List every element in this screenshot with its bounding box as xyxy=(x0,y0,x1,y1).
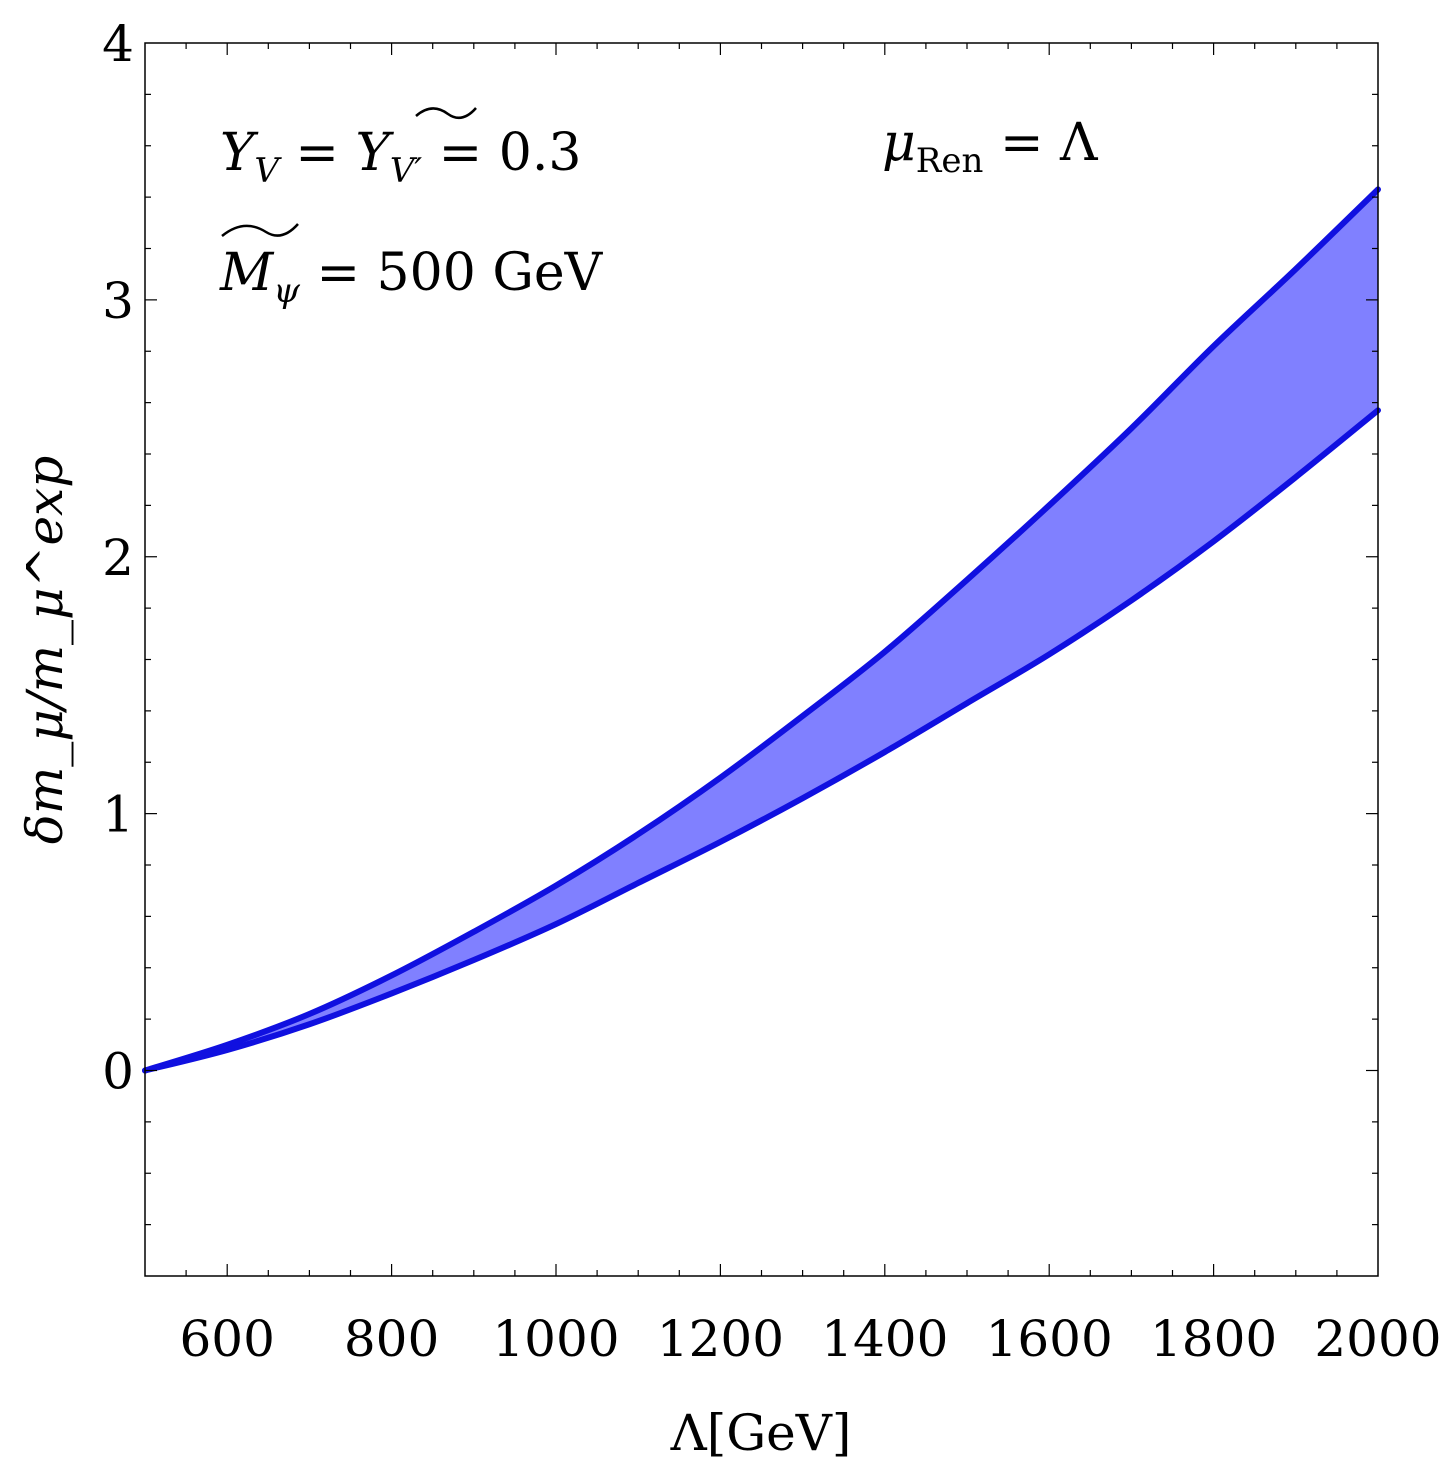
annotation-mass-sym: M xyxy=(219,243,275,303)
x-tick-label: 800 xyxy=(344,1310,439,1368)
band-layer xyxy=(142,186,1381,1074)
y-axis-title: δm_μ/m_μ^exp xyxy=(16,456,74,844)
x-tick-label: 1000 xyxy=(492,1310,619,1368)
x-tick-label: 1200 xyxy=(657,1310,784,1368)
x-tick-label: 1600 xyxy=(986,1310,1113,1368)
ticks-layer xyxy=(145,43,1378,1276)
series-upper-line xyxy=(142,186,1381,1074)
annotation-scale: μRen = Λ xyxy=(882,113,1099,181)
tick-labels: 600 800 1000 1200 1400 1600 1800 2000 0 1 2 3 4 xyxy=(102,15,1440,1368)
x-tick-label: 1800 xyxy=(1150,1310,1277,1368)
annotation-scale-sym: μ xyxy=(882,113,916,173)
y-tick-label: 2 xyxy=(102,529,134,587)
y-tick-label: 0 xyxy=(102,1043,134,1101)
x-tick-label: 2000 xyxy=(1314,1310,1440,1368)
y-tick-label: 1 xyxy=(102,786,134,844)
annotation-couplings-lhs-sub: V xyxy=(254,151,282,191)
annotation-mass: Mψ = 500 GeV xyxy=(219,243,604,311)
annotation-couplings-rhs: Y xyxy=(356,123,395,183)
annotation-scale-sub: Ren xyxy=(916,141,984,181)
annotation-couplings-eq2: = 0.3 xyxy=(422,123,581,183)
y-tick-label: 4 xyxy=(102,15,134,73)
annotation-couplings-tilde xyxy=(415,107,477,120)
annotation-mass-tilde xyxy=(221,223,299,237)
annotation-couplings: YV = YV′ = 0.3 xyxy=(220,123,581,191)
y-tick-label: 3 xyxy=(102,272,134,330)
annotation-couplings-rhs-sub: V′ xyxy=(390,151,423,191)
x-tick-label: 600 xyxy=(179,1310,274,1368)
annotation-couplings-eq1: = xyxy=(279,123,356,183)
series-lower-line xyxy=(142,407,1381,1074)
x-tick-label: 1400 xyxy=(821,1310,948,1368)
annotation-scale-rest: = Λ xyxy=(983,113,1099,173)
y-axis-title-text: δm_μ/m_μ^exp xyxy=(16,456,74,844)
annotation-mass-sub: ψ xyxy=(273,271,300,311)
plot-frame xyxy=(144,42,1379,1277)
x-axis-title: Λ[GeV] xyxy=(670,1404,852,1462)
band-fill xyxy=(145,189,1378,1071)
annotation-mass-rest: = 500 GeV xyxy=(300,243,604,303)
svg-text:δm_μ/m_μ^exp: δm_μ/m_μ^exp xyxy=(16,456,74,844)
annotation-couplings-lhs: Y xyxy=(220,123,259,183)
